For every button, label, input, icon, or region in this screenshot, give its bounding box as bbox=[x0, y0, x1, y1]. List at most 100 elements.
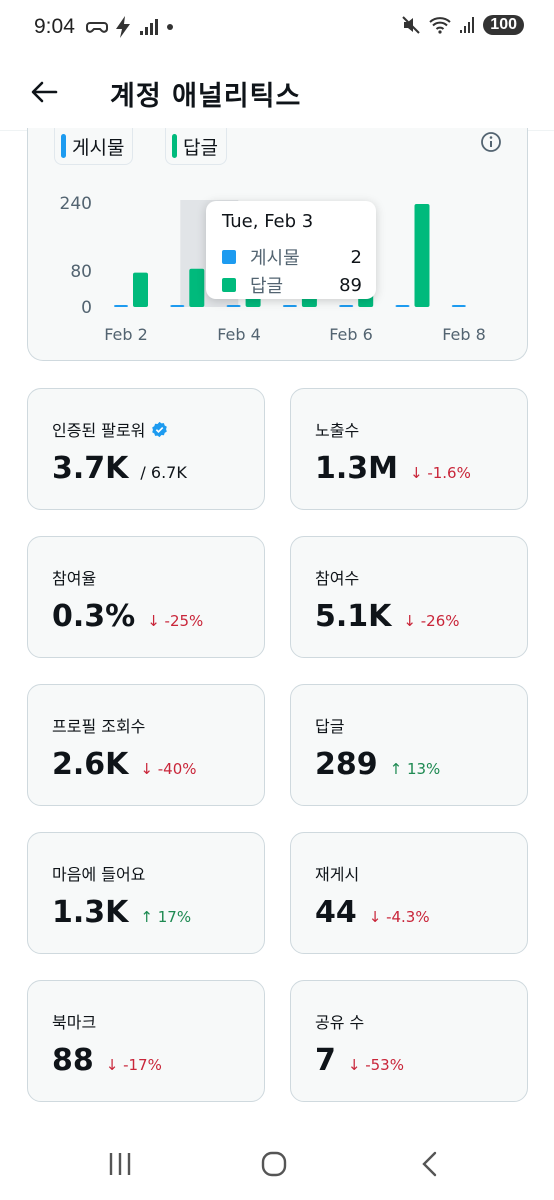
metric-label-text: 참여수 bbox=[315, 569, 360, 588]
metric-label-text: 북마크 bbox=[52, 1013, 97, 1032]
metric-card[interactable]: 재게시 44 ↓ -4.3% bbox=[290, 832, 528, 954]
metric-label: 재게시 bbox=[315, 861, 359, 885]
metric-label: 노출수 bbox=[315, 417, 359, 441]
metric-value: 44 bbox=[315, 895, 357, 930]
bar-posts[interactable] bbox=[395, 305, 410, 307]
metric-card[interactable]: 참여수 5.1K ↓ -26% bbox=[290, 536, 528, 658]
system-nav-bar bbox=[0, 1130, 554, 1200]
game-controller-icon bbox=[86, 22, 108, 33]
status-time: 9:04 bbox=[34, 15, 75, 38]
status-bar: 9:04 100 bbox=[0, 0, 554, 58]
back-icon bbox=[422, 1151, 437, 1177]
metric-delta: ↓ -25% bbox=[147, 612, 204, 630]
wifi-icon bbox=[429, 17, 451, 34]
metric-delta: ↑ 13% bbox=[389, 760, 441, 778]
metric-label: 참여수 bbox=[315, 565, 359, 589]
back-button[interactable] bbox=[26, 74, 62, 110]
metric-label-text: 참여율 bbox=[52, 569, 97, 588]
metric-label: 인증된 팔로워 bbox=[52, 417, 168, 441]
metric-label: 답글 bbox=[315, 713, 344, 737]
app-header: 계정 애널리틱스 bbox=[0, 58, 554, 131]
bar-replies[interactable] bbox=[189, 268, 205, 307]
x-tick-label: Feb 8 bbox=[442, 325, 486, 344]
metric-card[interactable]: 인증된 팔로워 3.7K / 6.7K bbox=[27, 388, 265, 510]
recent-apps-button[interactable] bbox=[100, 1144, 140, 1184]
metric-value: 1.3K bbox=[52, 895, 129, 930]
metric-delta: ↓ -4.3% bbox=[368, 908, 430, 926]
bar-replies[interactable] bbox=[133, 272, 148, 307]
metric-card[interactable]: 답글 289 ↑ 13% bbox=[290, 684, 528, 806]
info-button[interactable] bbox=[480, 131, 502, 157]
x-tick-label: Feb 2 bbox=[104, 325, 148, 344]
page-title: 계정 애널리틱스 bbox=[110, 81, 302, 112]
metric-label: 공유 수 bbox=[315, 1009, 364, 1033]
metric-label: 마음에 들어요 bbox=[52, 861, 145, 885]
metric-value: 2.6K bbox=[52, 747, 129, 782]
dot-icon bbox=[167, 24, 173, 30]
bolt-icon bbox=[116, 16, 130, 38]
tooltip-posts-value: 2 bbox=[350, 246, 362, 268]
metric-value: 1.3M bbox=[315, 451, 398, 486]
y-tick-label: 240 bbox=[59, 194, 92, 214]
bar-posts[interactable] bbox=[339, 305, 354, 307]
legend-posts[interactable]: 게시물 bbox=[54, 128, 134, 165]
metric-card[interactable]: 노출수 1.3M ↓ -1.6% bbox=[290, 388, 528, 510]
cell-signal-icon bbox=[460, 17, 475, 33]
metric-card[interactable]: 프로필 조회수 2.6K ↓ -40% bbox=[27, 684, 265, 806]
chart-card: 게시물 답글 240 80 0 Feb 2 Feb 4 Feb 6 Feb 8 … bbox=[27, 128, 528, 361]
metric-card[interactable]: 마음에 들어요 1.3K ↑ 17% bbox=[27, 832, 265, 954]
tooltip-replies-swatch bbox=[222, 278, 236, 292]
chart-tooltip: Tue, Feb 3 게시물 2 답글 89 bbox=[206, 201, 376, 299]
metric-delta: ↓ -53% bbox=[347, 1056, 404, 1074]
nav-back-button[interactable] bbox=[410, 1144, 450, 1184]
metric-card[interactable]: 참여율 0.3% ↓ -25% bbox=[27, 536, 265, 658]
metric-label-text: 노출수 bbox=[315, 421, 360, 440]
metric-value: 3.7K bbox=[52, 451, 129, 486]
metric-label-text: 인증된 팔로워 bbox=[52, 421, 146, 440]
metric-delta: ↓ -1.6% bbox=[410, 464, 471, 482]
tooltip-row-replies: 답글 89 bbox=[222, 272, 362, 298]
metric-card[interactable]: 북마크 88 ↓ -17% bbox=[27, 980, 265, 1102]
tooltip-replies-value: 89 bbox=[339, 274, 362, 296]
metric-value: 7 bbox=[315, 1043, 336, 1078]
x-tick-label: Feb 4 bbox=[217, 325, 261, 344]
tooltip-date: Tue, Feb 3 bbox=[222, 211, 314, 232]
metric-delta: ↑ 17% bbox=[140, 908, 192, 926]
verified-badge-icon bbox=[152, 421, 168, 437]
info-icon bbox=[481, 132, 501, 152]
metric-delta: ↓ -17% bbox=[105, 1056, 162, 1074]
metric-label-text: 마음에 들어요 bbox=[52, 865, 146, 884]
legend-posts-swatch bbox=[61, 134, 66, 158]
battery-indicator: 100 bbox=[483, 15, 524, 35]
bar-posts[interactable] bbox=[451, 305, 466, 307]
bar-replies[interactable] bbox=[414, 204, 430, 307]
legend-replies-swatch bbox=[172, 134, 177, 158]
metric-total: / 6.7K bbox=[140, 463, 187, 482]
metric-delta: ↓ -26% bbox=[403, 612, 460, 630]
bar-posts[interactable] bbox=[170, 305, 185, 307]
tooltip-posts-swatch bbox=[222, 250, 236, 264]
bar-posts[interactable] bbox=[114, 305, 128, 307]
metric-value: 5.1K bbox=[315, 599, 392, 634]
signal-icon bbox=[140, 19, 158, 35]
metric-label: 북마크 bbox=[52, 1009, 96, 1033]
recent-apps-icon bbox=[109, 1153, 131, 1175]
arrow-left-icon bbox=[31, 81, 58, 103]
y-tick-label: 80 bbox=[70, 262, 92, 282]
x-tick-label: Feb 6 bbox=[329, 325, 373, 344]
bar-posts[interactable] bbox=[226, 305, 241, 307]
y-tick-label: 0 bbox=[81, 298, 92, 318]
bar-posts[interactable] bbox=[282, 305, 297, 307]
tooltip-posts-label: 게시물 bbox=[250, 248, 300, 269]
legend-posts-label: 게시물 bbox=[72, 136, 125, 159]
metric-label-text: 답글 bbox=[315, 717, 345, 736]
metric-card[interactable]: 공유 수 7 ↓ -53% bbox=[290, 980, 528, 1102]
metric-label-text: 공유 수 bbox=[315, 1013, 365, 1032]
metric-value: 289 bbox=[315, 747, 378, 782]
metric-label-text: 프로필 조회수 bbox=[52, 717, 146, 736]
legend-replies-label: 답글 bbox=[183, 136, 218, 159]
tooltip-replies-label: 답글 bbox=[250, 276, 284, 297]
metric-label-text: 재게시 bbox=[315, 865, 360, 884]
legend-replies[interactable]: 답글 bbox=[165, 128, 227, 165]
home-button[interactable] bbox=[254, 1144, 294, 1184]
